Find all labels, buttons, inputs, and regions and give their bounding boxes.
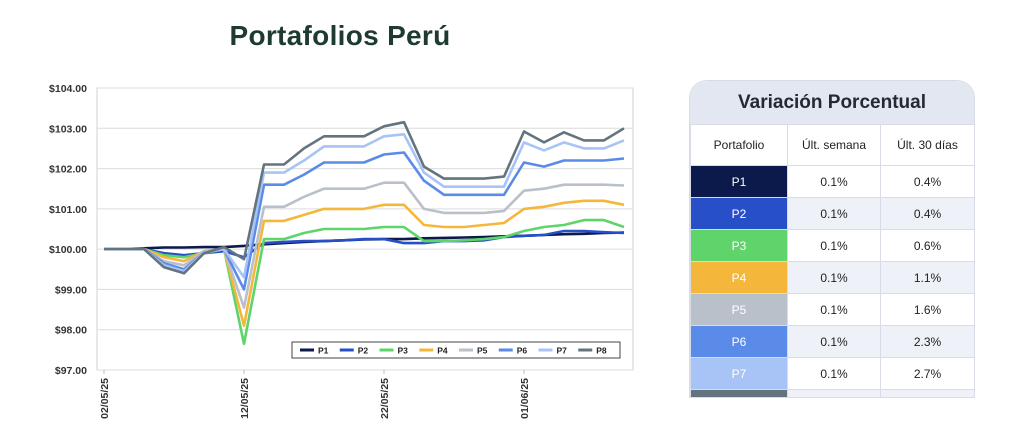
legend-label: P2 <box>358 346 369 356</box>
x-tick-label: 01/06/25 <box>519 378 531 419</box>
table-row: P6 0.1% 2.3% <box>690 325 974 358</box>
variation-table: Portafolio Últ. semana Últ. 30 días P1 0.… <box>690 124 974 397</box>
legend-label: P8 <box>596 346 607 356</box>
last-week-cell: 0.1% <box>787 165 881 198</box>
table-row: P1 0.1% 0.4% <box>690 165 974 198</box>
header-last-30-days: Últ. 30 días <box>880 124 974 166</box>
table-row: P3 0.1% 0.6% <box>690 229 974 262</box>
legend-label: P3 <box>398 346 409 356</box>
series-line-p5 <box>104 181 625 309</box>
last-30-days-cell: 2.3% <box>880 325 974 358</box>
portfolio-cell: P3 <box>690 229 788 262</box>
portfolio-cell: P1 <box>690 165 788 198</box>
series-line-p2 <box>104 229 625 259</box>
last-week-cell: 0.1% <box>787 389 881 397</box>
table-row: P7 0.1% 2.7% <box>690 357 974 390</box>
table-row: P5 0.1% 1.6% <box>690 293 974 326</box>
legend-box <box>291 341 621 359</box>
portfolio-cell: P8 <box>690 389 788 397</box>
last-30-days-cell: 0.4% <box>880 165 974 198</box>
legend-label: P7 <box>557 346 568 356</box>
portfolio-cell: P5 <box>690 293 788 326</box>
y-tick-label: $104.00 <box>49 83 87 95</box>
series-line-p4 <box>104 199 625 328</box>
portfolio-cell: P7 <box>690 357 788 390</box>
y-tick-label: $99.00 <box>55 284 87 296</box>
table-header-row: Portafolio Últ. semana Últ. 30 días <box>690 124 974 166</box>
last-week-cell: 0.1% <box>787 197 881 230</box>
series-line-p3 <box>104 218 625 346</box>
legend-label: P6 <box>517 346 528 356</box>
series-line-p8 <box>104 120 625 275</box>
legend-label: P5 <box>477 346 488 356</box>
x-tick-label: 02/05/25 <box>99 378 111 419</box>
last-30-days-cell: 0.6% <box>880 229 974 262</box>
last-30-days-cell: 1.6% <box>880 293 974 326</box>
last-week-cell: 0.1% <box>787 261 881 294</box>
last-30-days-cell: 2.7% <box>880 357 974 390</box>
table-row: P2 0.1% 0.4% <box>690 197 974 230</box>
last-30-days-cell: 1.1% <box>880 261 974 294</box>
y-tick-label: $100.00 <box>49 244 87 256</box>
portfolio-cell: P4 <box>690 261 788 294</box>
last-week-cell: 0.1% <box>787 229 881 262</box>
y-tick-label: $103.00 <box>49 123 87 135</box>
variation-table-card: Variación Porcentual Portafolio Últ. sem… <box>689 80 975 398</box>
table-row: P4 0.1% 1.1% <box>690 261 974 294</box>
legend-label: P4 <box>437 346 448 356</box>
portfolio-cell: P2 <box>690 197 788 230</box>
table-row: P80.1%3.0% <box>690 389 974 397</box>
y-tick-label: $97.00 <box>55 365 87 377</box>
y-tick-label: $98.00 <box>55 325 87 337</box>
legend-label: P1 <box>318 346 329 356</box>
x-tick-label: 22/05/25 <box>379 378 391 419</box>
last-30-days-cell: 3.0% <box>880 389 974 397</box>
line-chart: $97.00 $98.00 $99.00 $100.00 $101.00 $102.00 $… <box>49 83 634 419</box>
header-last-week: Últ. semana <box>787 124 881 166</box>
chart-title: Portafolios Perú <box>229 20 451 51</box>
last-week-cell: 0.1% <box>787 357 881 390</box>
last-30-days-cell: 0.4% <box>880 197 974 230</box>
y-tick-label: $101.00 <box>49 204 87 216</box>
portfolio-cell: P6 <box>690 325 788 358</box>
table-title: Variación Porcentual <box>690 81 974 124</box>
last-week-cell: 0.1% <box>787 293 881 326</box>
y-tick-label: $102.00 <box>49 164 87 176</box>
x-tick-label: 12/05/25 <box>239 378 251 419</box>
last-week-cell: 0.1% <box>787 325 881 358</box>
header-portafolio: Portafolio <box>690 124 788 166</box>
